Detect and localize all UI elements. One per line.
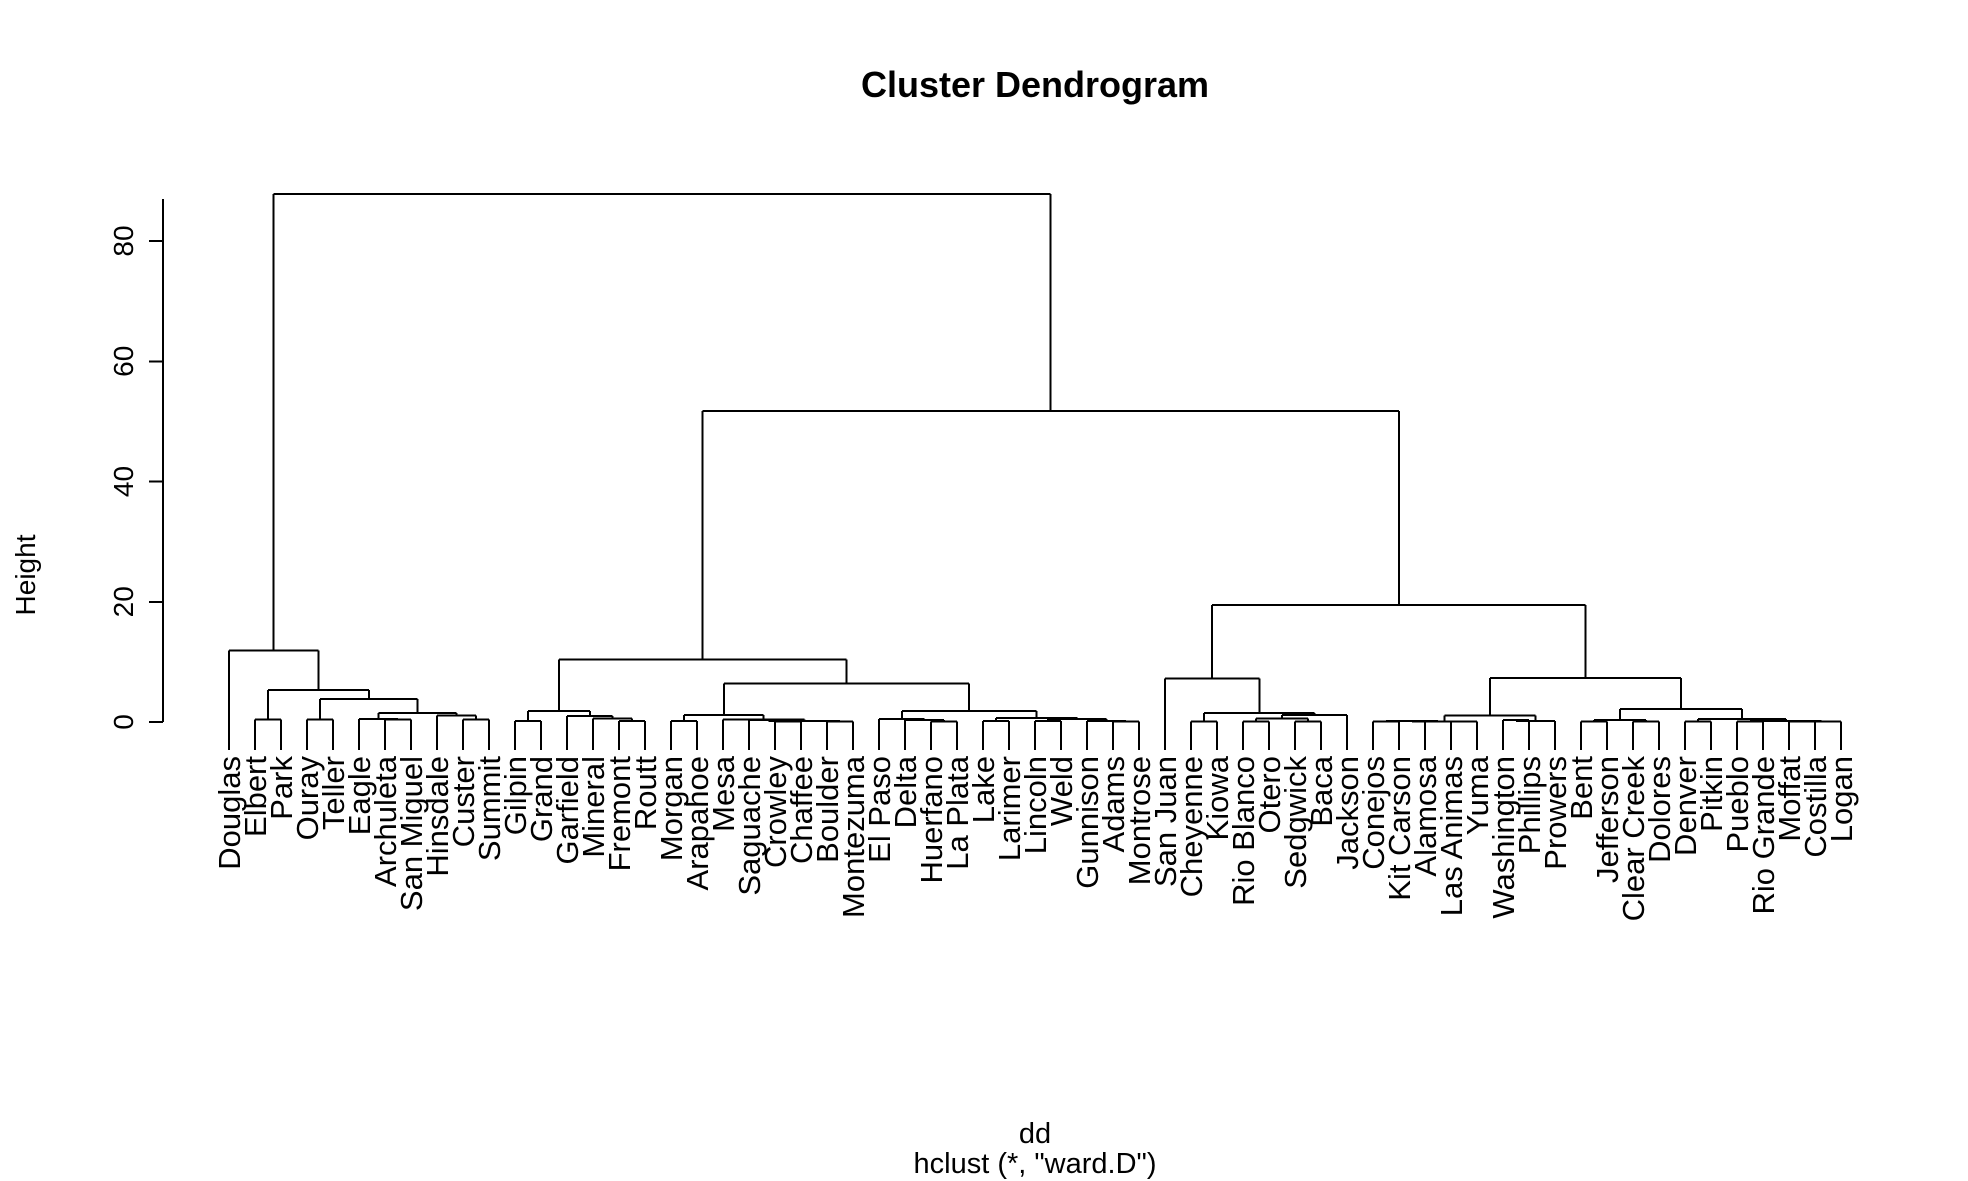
- leaf-label: Lake: [966, 756, 1001, 823]
- leaf-label: Prowers: [1538, 756, 1573, 870]
- leaf-label: Denver: [1668, 756, 1703, 856]
- leaf-label: Pueblo: [1720, 756, 1755, 853]
- y-axis: 0 20 40 60 80: [108, 199, 164, 730]
- leaf-label: Logan: [1824, 756, 1859, 842]
- leaf-label: Baca: [1304, 755, 1339, 826]
- leaf-label: Mesa: [706, 755, 741, 832]
- leaf-label: Boulder: [810, 756, 845, 863]
- y-tick-label: 0: [108, 714, 139, 730]
- leaf-label: Custer: [446, 756, 481, 847]
- leaf-label: Eagle: [342, 756, 377, 835]
- leaf-label: Douglas: [212, 756, 247, 870]
- leaf-label: Garfield: [550, 756, 585, 865]
- leaf-label: Mineral: [576, 756, 611, 858]
- leaf-label: Jefferson: [1590, 756, 1625, 883]
- leaf-label: Alamosa: [1408, 755, 1443, 876]
- leaf-label: Bent: [1564, 756, 1599, 820]
- leaf-label: Archuleta: [368, 755, 403, 887]
- leaf-labels: DouglasElbertParkOurayTellerEagleArchule…: [212, 755, 1859, 921]
- y-tick-label: 40: [108, 466, 139, 497]
- leaf-label: Ouray: [290, 756, 325, 841]
- leaf-label: Otero: [1252, 756, 1287, 834]
- leaf-label: Montrose: [1122, 756, 1157, 885]
- y-tick-label: 60: [108, 346, 139, 377]
- leaf-label: Delta: [888, 755, 923, 828]
- leaf-label: Hinsdale: [420, 756, 455, 877]
- leaf-label: Gilpin: [498, 756, 533, 835]
- leaf-label: Fremont: [602, 756, 637, 872]
- leaf-label: San Miguel: [394, 756, 429, 911]
- y-tick-label: 80: [108, 225, 139, 256]
- leaf-label: Costilla: [1798, 755, 1833, 857]
- leaf-label: Jackson: [1330, 756, 1365, 870]
- leaf-label: Washington: [1486, 756, 1521, 919]
- leaf-label: Lincoln: [1018, 756, 1053, 854]
- leaf-label: Arapahoe: [680, 756, 715, 890]
- leaf-label: Clear Creek: [1616, 756, 1651, 922]
- leaf-label: Las Animas: [1434, 756, 1469, 916]
- leaf-label: Grand: [524, 756, 559, 842]
- leaf-label: Kiowa: [1200, 755, 1235, 840]
- chart-title: Cluster Dendrogram: [861, 64, 1209, 105]
- x-axis-label: dd: [1019, 1118, 1051, 1150]
- leaf-label: Larimer: [992, 756, 1027, 861]
- leaf-label: Cheyenne: [1174, 756, 1209, 897]
- leaf-label: Morgan: [654, 756, 689, 861]
- leaf-label: Crowley: [758, 756, 793, 868]
- leaf-label: Park: [264, 756, 299, 820]
- leaf-label: Rio Blanco: [1226, 756, 1261, 906]
- leaf-label: Pitkin: [1694, 756, 1729, 832]
- leaf-label: Chaffee: [784, 756, 819, 864]
- leaf-label: Conejos: [1356, 756, 1391, 870]
- leaf-label: Montezuma: [836, 755, 871, 918]
- dendrogram-tree: [228, 193, 1842, 750]
- leaf-label: Kit Carson: [1382, 756, 1417, 901]
- leaf-label: El Paso: [862, 756, 897, 863]
- y-tick-label: 20: [108, 586, 139, 617]
- leaf-label: Elbert: [238, 756, 273, 837]
- leaf-label: La Plata: [940, 755, 975, 870]
- leaf-label: Rio Grande: [1746, 756, 1781, 915]
- leaf-label: Saguache: [732, 756, 767, 896]
- leaf-label: Summit: [472, 756, 507, 861]
- leaf-label: Yuma: [1460, 755, 1495, 835]
- y-axis-label: Height: [10, 534, 41, 615]
- method-sublabel: hclust (*, "ward.D"): [914, 1148, 1157, 1180]
- leaf-label: Teller: [316, 756, 351, 830]
- leaf-label: San Juan: [1148, 756, 1183, 887]
- leaf-label: Huerfano: [914, 756, 949, 884]
- leaf-label: Sedgwick: [1278, 756, 1313, 889]
- leaf-label: Phillips: [1512, 756, 1547, 854]
- leaf-label: Moffat: [1772, 756, 1807, 842]
- leaf-label: Weld: [1044, 756, 1079, 826]
- leaf-label: Gunnison: [1070, 756, 1105, 889]
- leaf-label: Routt: [628, 756, 663, 830]
- leaf-label: Dolores: [1642, 756, 1677, 863]
- leaf-label: Adams: [1096, 756, 1131, 852]
